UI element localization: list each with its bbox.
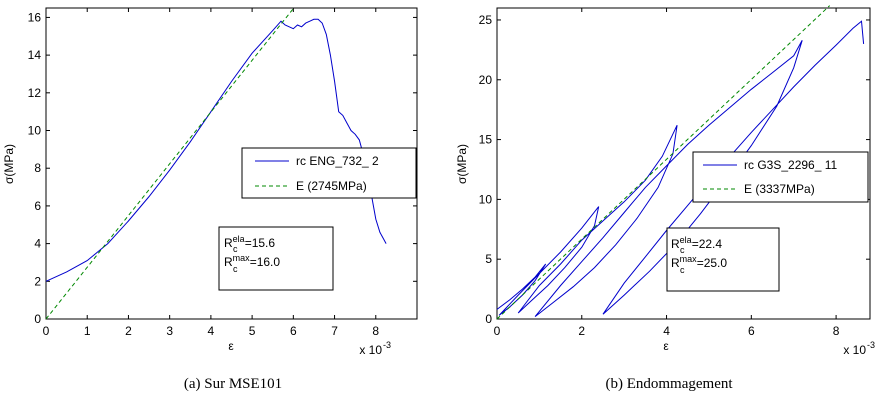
chart-a-ann-1-value: =16.0 bbox=[250, 255, 281, 269]
chart-b-ytick-label-5: 25 bbox=[479, 13, 493, 27]
chart-a-legend-box bbox=[241, 147, 417, 199]
chart-a-ann-row-1: Rmax=16.0 bbox=[224, 253, 280, 269]
chart-b-ann-row-0: Rela=22.4 bbox=[671, 235, 722, 251]
chart-a-xtick-label-7: 7 bbox=[331, 324, 338, 338]
chart-b-ann-1-value: =25.0 bbox=[697, 256, 728, 270]
chart-b-ann-0-sub: c bbox=[680, 245, 685, 255]
chart-a-ann-0-value: =15.6 bbox=[245, 236, 276, 250]
chart-a-x-exponent-power: -3 bbox=[383, 340, 391, 350]
chart-a-xtick-label-2: 2 bbox=[125, 324, 132, 338]
chart-a-xtick-label-3: 3 bbox=[166, 324, 173, 338]
chart-a-ytick-label-1: 2 bbox=[34, 274, 41, 288]
chart-b-legend: rc G3S_2296_ 11 E (3337MPa) bbox=[692, 151, 869, 203]
chart-b-ann-1-base: R bbox=[671, 256, 680, 270]
chart-b-ann-0-sup: ela bbox=[680, 235, 692, 245]
chart-a-ann-0-base: R bbox=[224, 236, 233, 250]
chart-b-legend-box bbox=[692, 151, 869, 203]
chart-a-xtick-label-1: 1 bbox=[84, 324, 91, 338]
chart-b-xtick-label-1: 2 bbox=[578, 324, 585, 338]
chart-a-annotation: Rela=15.6 c Rmax=16.0 c bbox=[218, 226, 334, 291]
chart-a-ann-1-base: R bbox=[224, 255, 233, 269]
chart-b-ann-row-1: Rmax=25.0 bbox=[671, 254, 727, 270]
chart-a-x-exponent: x 10 bbox=[359, 343, 382, 357]
chart-a-xtick-label-5: 5 bbox=[249, 324, 256, 338]
chart-a-ylabel: σ(MPa) bbox=[2, 144, 16, 184]
chart-a-legend-label-1: E (2745MPa) bbox=[296, 179, 367, 193]
chart-b-ylabel: σ(MPa) bbox=[455, 144, 469, 184]
chart-b-x-exponent-power: -3 bbox=[867, 340, 875, 350]
chart-b-ann-1-sub: c bbox=[680, 265, 685, 275]
chart-b-xlabel: ε bbox=[663, 339, 669, 353]
chart-b-xtick-label-0: 0 bbox=[494, 324, 501, 338]
chart-a-ann-1-sup: max bbox=[233, 253, 251, 263]
chart-a-caption: (a) Sur MSE101 bbox=[184, 376, 282, 392]
chart-b-ytick-label-0: 0 bbox=[485, 312, 492, 326]
chart-a-legend: rc ENG_732_ 2 E (2745MPa) bbox=[241, 147, 417, 199]
chart-a-ytick-label-3: 6 bbox=[34, 199, 41, 213]
chart-b-series-line-0 bbox=[496, 20, 865, 317]
chart-b-caption: (b) Endommagement bbox=[605, 376, 733, 392]
chart-b-x-exponent: x 10 bbox=[843, 343, 866, 357]
chart-b-series-line-1 bbox=[496, 5, 831, 320]
chart-a-annotation-box bbox=[218, 226, 334, 291]
chart-a-xtick-label-0: 0 bbox=[43, 324, 50, 338]
chart-a-xlabel: ε bbox=[228, 339, 234, 353]
chart-a-series-line-1 bbox=[45, 8, 294, 320]
chart-a-legend-label-0: rc ENG_732_ 2 bbox=[296, 154, 379, 168]
chart-a-ytick-label-2: 4 bbox=[34, 237, 41, 251]
chart-a-ytick-label-6: 12 bbox=[28, 86, 42, 100]
chart-b-annotation: Rela=22.4 c Rmax=25.0 c bbox=[666, 227, 780, 292]
chart-b-series bbox=[496, 5, 865, 320]
chart-a-ytick-label-5: 10 bbox=[28, 124, 42, 138]
chart-a-ytick-label-4: 8 bbox=[34, 161, 41, 175]
chart-b-ytick-label-4: 20 bbox=[479, 73, 493, 87]
chart-a-ann-1-sub: c bbox=[233, 264, 238, 274]
chart-a-ytick-label-8: 16 bbox=[28, 10, 42, 24]
chart-a-xtick-label-8: 8 bbox=[372, 324, 379, 338]
chart-a-ytick-label-0: 0 bbox=[34, 312, 41, 326]
chart-b-ann-1-sup: max bbox=[680, 254, 698, 264]
chart-a-ann-0-sub: c bbox=[233, 244, 238, 254]
chart-b: 0 2 4 6 8 0 5 10 15 20 25 ε σ(MPa) x 10 -3 rc G3S_… bbox=[455, 5, 875, 392]
chart-b-ytick-label-2: 10 bbox=[479, 192, 493, 206]
chart-b-ytick-label-1: 5 bbox=[485, 252, 492, 266]
chart-b-ann-0-base: R bbox=[671, 237, 680, 251]
chart-b-ytick-label-3: 15 bbox=[479, 133, 493, 147]
chart-a-ann-row-0: Rela=15.6 bbox=[224, 234, 275, 250]
chart-b-legend-label-0: rc G3S_2296_ 11 bbox=[744, 158, 838, 172]
chart-a-ann-0-sup: ela bbox=[233, 234, 245, 244]
chart-a-xtick-label-6: 6 bbox=[290, 324, 297, 338]
chart-b-ann-0-value: =22.4 bbox=[692, 237, 723, 251]
chart-b-xtick-label-3: 6 bbox=[748, 324, 755, 338]
chart-a-ytick-label-7: 14 bbox=[28, 48, 42, 62]
chart-b-xtick-label-4: 8 bbox=[833, 324, 840, 338]
chart-b-legend-label-1: E (3337MPa) bbox=[744, 182, 815, 196]
chart-b-xtick-label-2: 4 bbox=[663, 324, 670, 338]
chart-b-ticks: 0 2 4 6 8 0 5 10 15 20 25 bbox=[479, 8, 870, 338]
chart-a-xtick-label-4: 4 bbox=[208, 324, 215, 338]
chart-b-annotation-box bbox=[666, 227, 780, 292]
